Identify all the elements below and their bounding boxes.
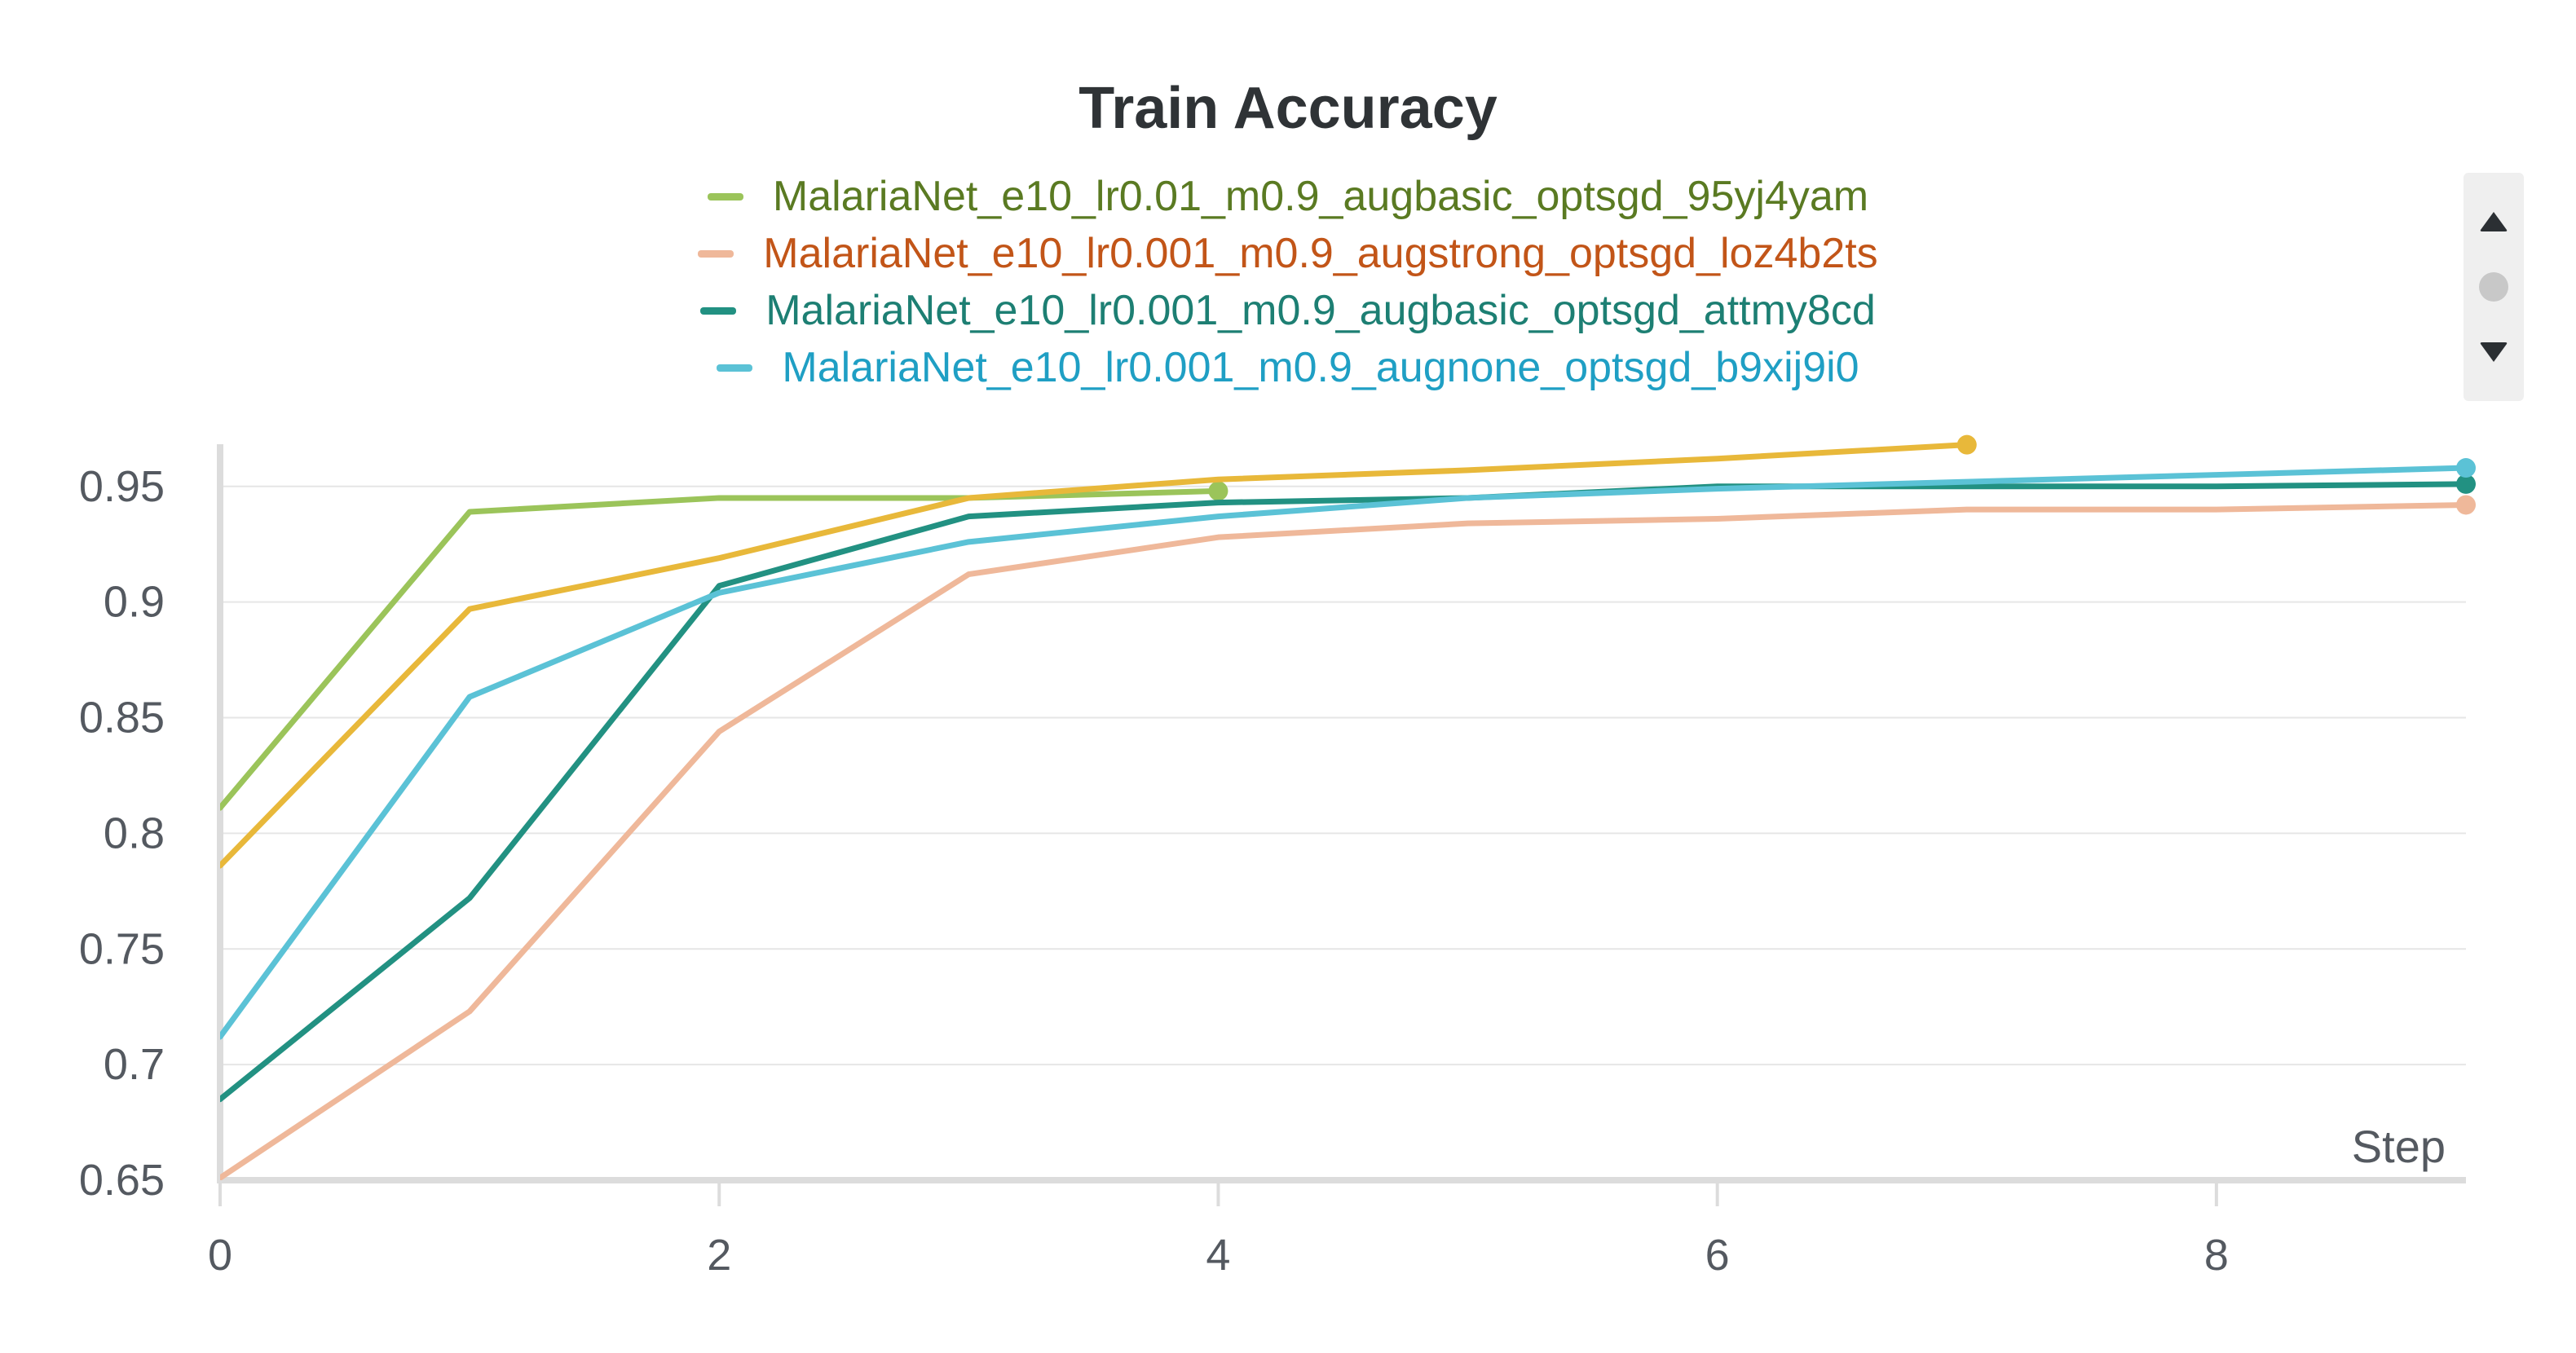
- series-line-1: [220, 442, 1970, 869]
- y-tick-label: 0.8: [104, 809, 165, 857]
- legend-swatch: [698, 249, 734, 258]
- legend-label: MalariaNet_e10_lr0.01_m0.9_augbasic_opts…: [772, 173, 1869, 220]
- series-line-2: [220, 501, 2469, 1180]
- x-axis-title: Step: [2352, 1121, 2446, 1172]
- legend-item[interactable]: MalariaNet_e10_lr0.01_m0.9_augbasic_opts…: [0, 168, 2576, 225]
- legend-scroller: [2464, 173, 2524, 401]
- series-layer: [220, 434, 2476, 1180]
- series-line-3: [220, 481, 2469, 1103]
- x-tick-label: 4: [1206, 1231, 1230, 1280]
- legend-scroll-up-icon[interactable]: [2477, 205, 2510, 238]
- series-end-point-4: [2456, 458, 2476, 478]
- gridlines: [220, 485, 2466, 1066]
- tick-labels: 0 2 4 6 8 0.65 0.7 0.75 0.8 0.85 0.9 0.95: [79, 462, 2229, 1280]
- series-end-point-2: [2456, 495, 2476, 515]
- legend-scroll-down-icon[interactable]: [2477, 336, 2510, 368]
- chart-title: Train Accuracy: [1078, 76, 1498, 141]
- legend-label: MalariaNet_e10_lr0.001_m0.9_augnone_opts…: [782, 344, 1859, 391]
- legend-swatch: [707, 192, 743, 201]
- series-end-point-0: [1208, 481, 1228, 501]
- legend-swatch: [717, 364, 753, 372]
- x-tick-label: 2: [707, 1231, 731, 1280]
- legend-item[interactable]: MalariaNet_e10_lr0.001_m0.9_augbasic_opt…: [0, 282, 2576, 339]
- legend-label: MalariaNet_e10_lr0.001_m0.9_augstrong_op…: [763, 230, 1878, 277]
- y-tick-label: 0.7: [104, 1040, 165, 1089]
- legend-swatch: [700, 306, 737, 315]
- y-tick-label: 0.75: [79, 924, 165, 973]
- x-tick-label: 6: [1705, 1231, 1730, 1280]
- y-tick-label: 0.85: [79, 694, 165, 743]
- y-tick-label: 0.95: [79, 462, 165, 511]
- y-tick-label: 0.9: [104, 578, 165, 627]
- legend-page-indicator-icon: [2479, 272, 2508, 302]
- series-end-point-1: [1956, 434, 1977, 455]
- series-end-point-3: [2456, 474, 2476, 494]
- legend-item[interactable]: MalariaNet_e10_lr0.001_m0.9_augstrong_op…: [0, 225, 2576, 282]
- y-tick-label: 0.65: [79, 1156, 165, 1205]
- legend-item[interactable]: MalariaNet_e10_lr0.001_m0.9_augnone_opts…: [0, 339, 2576, 396]
- series-line-4: [220, 465, 2469, 1040]
- series-line-0: [220, 487, 1221, 811]
- axes: [217, 444, 2466, 1206]
- x-tick-label: 8: [2204, 1231, 2229, 1280]
- x-tick-label: 0: [208, 1231, 232, 1280]
- legend-label: MalariaNet_e10_lr0.001_m0.9_augbasic_opt…: [765, 287, 1876, 334]
